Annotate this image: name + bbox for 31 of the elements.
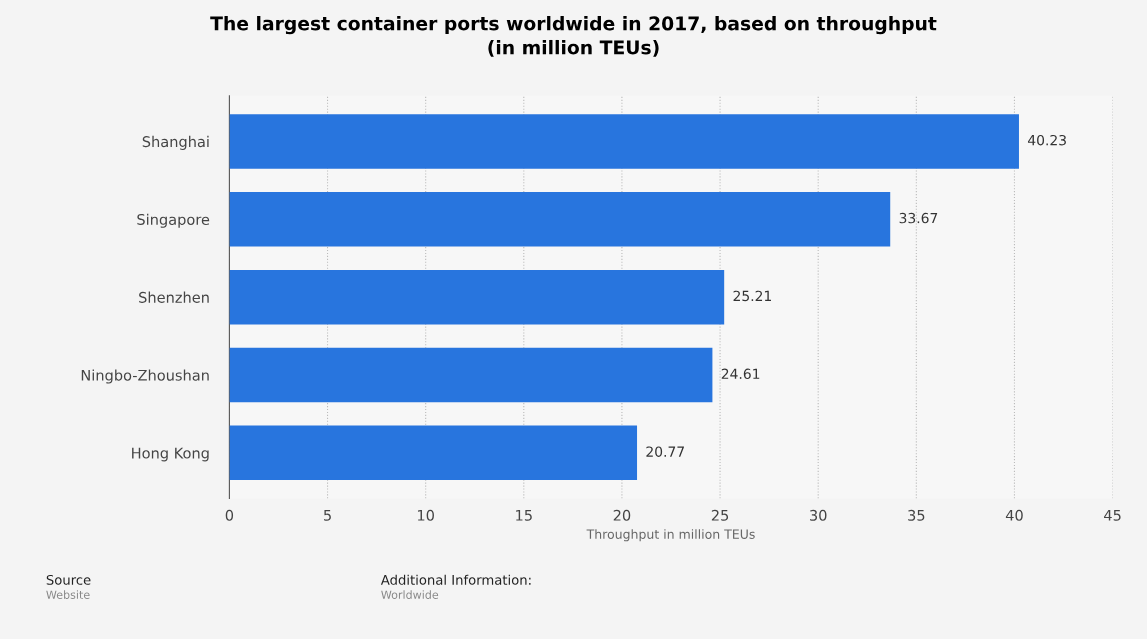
chart-title: The largest container ports worldwide in 2017, based on throughput (in million TEUs) <box>210 15 937 57</box>
bar <box>229 192 891 247</box>
data-label: 24.61 <box>721 368 760 380</box>
x-tick-label: 20 <box>613 509 631 521</box>
text: Worldwide <box>381 590 439 599</box>
data-label: 25.21 <box>733 290 771 302</box>
text: Website <box>46 590 90 599</box>
text: Source <box>46 574 91 585</box>
y-tick-label: Shenzhen <box>139 291 209 303</box>
data-label: 20.77 <box>646 446 684 457</box>
x-tick-label: 10 <box>417 509 434 521</box>
x-tick-label: 45 <box>1104 509 1121 521</box>
x-tick-label: 35 <box>908 509 925 521</box>
x-tick-label: 5 <box>324 509 331 521</box>
bar <box>229 269 725 325</box>
text: Additional Information: <box>380 574 531 585</box>
y-tick-label: Ningbo-Zhoushan <box>81 369 209 384</box>
x-tick-label: 15 <box>516 509 532 521</box>
y-tick-label: Shanghai <box>142 135 209 150</box>
x-axis-title: Throughput in million TEUs <box>586 529 755 542</box>
y-tick-label: Hong Kong <box>132 447 209 462</box>
data-label: 40.23 <box>1027 134 1066 146</box>
bar <box>229 425 638 481</box>
x-tick-label: 25 <box>711 509 729 521</box>
bar <box>229 347 713 403</box>
x-tick-label: 30 <box>810 509 827 521</box>
bar <box>229 114 1019 169</box>
x-tick-label: 0 <box>225 509 234 521</box>
data-label: 33.67 <box>899 212 938 224</box>
x-tick-label: 40 <box>1005 509 1023 521</box>
y-tick-label: Singapore <box>137 213 210 228</box>
